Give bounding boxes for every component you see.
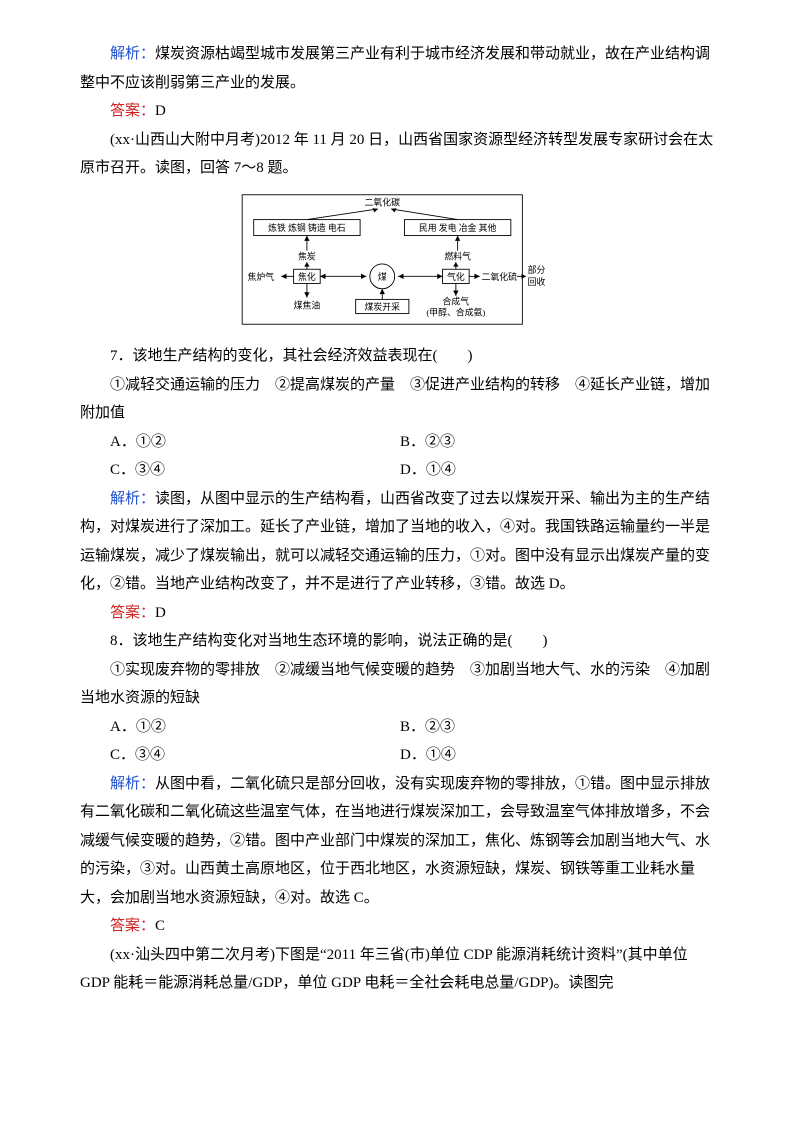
q8-stem: 8．该地生产结构变化对当地生态环境的影响，说法正确的是( ) [80, 627, 720, 656]
q7-opt-d: D．①④ [400, 456, 720, 485]
analysis-text: 从图中看，二氧化硫只是部分回收，没有实现废弃物的零排放，①错。图中显示排放有二氧… [80, 776, 710, 906]
diagram-row-center: 煤 [378, 270, 387, 281]
answer-1: 答案：D [80, 97, 720, 126]
analysis-1: 解析：煤炭资源枯竭型城市发展第三产业有利于城市经济发展和带动就业，故在产业结构调… [80, 40, 720, 97]
analysis-8: 解析：从图中看，二氧化硫只是部分回收，没有实现废弃物的零排放，①错。图中显示排放… [80, 770, 720, 913]
q7-items: ①减轻交通运输的压力 ②提高煤炭的产量 ③促进产业结构的转移 ④延长产业链，增加… [80, 371, 720, 428]
q8-opt-c: C．③④ [80, 741, 400, 770]
q8-opt-b: B．②③ [400, 713, 720, 742]
q7-opt-a: A．①② [80, 428, 400, 457]
q7-opts-row-2: C．③④ D．①④ [80, 456, 720, 485]
analysis-label: 解析： [110, 491, 155, 507]
answer-value: C [155, 918, 165, 934]
diagram-bot-center-box: 煤炭开采 [365, 301, 401, 312]
analysis-text: 煤炭资源枯竭型城市发展第三产业有利于城市经济发展和带动就业，故在产业结构调整中不… [80, 46, 710, 91]
q8-opts-row-2: C．③④ D．①④ [80, 741, 720, 770]
answer-value: D [155, 605, 166, 621]
q8-opts-row-1: A．①② B．②③ [80, 713, 720, 742]
analysis-text: 读图，从图中显示的生产结构看，山西省改变了过去以煤炭开采、输出为主的生产结构，对… [80, 491, 710, 593]
q7-stem: 7．该地生产结构的变化，其社会经济效益表现在( ) [80, 342, 720, 371]
q8-items: ①实现废弃物的零排放 ②减缓当地气候变暖的趋势 ③加剧当地大气、水的污染 ④加剧… [80, 656, 720, 713]
diagram-row-right-text: 二氧化硫 [482, 270, 518, 281]
diagram-container: 二氧化碳 炼铁 炼钢 铸造 电石 民用 发电 冶金 其他 焦炭 [80, 193, 720, 337]
analysis-7: 解析：读图，从图中显示的生产结构看，山西省改变了过去以煤炭开采、输出为主的生产结… [80, 485, 720, 599]
diagram-far-right-2: 回收 [528, 276, 546, 287]
document-page: 解析：煤炭资源枯竭型城市发展第三产业有利于城市经济发展和带动就业，故在产业结构调… [0, 0, 800, 1132]
coal-process-diagram: 二氧化碳 炼铁 炼钢 铸造 电石 民用 发电 冶金 其他 焦炭 [240, 193, 560, 326]
diagram-mid-left: 焦炭 [298, 250, 316, 261]
analysis-label: 解析： [110, 46, 155, 62]
q7-opt-b: B．②③ [400, 428, 720, 457]
answer-label: 答案： [110, 605, 155, 621]
diagram-box-left-top: 炼铁 炼钢 铸造 电石 [268, 222, 346, 233]
analysis-label: 解析： [110, 776, 155, 792]
q7-opts-row-1: A．①② B．②③ [80, 428, 720, 457]
diagram-top-label: 二氧化碳 [365, 196, 401, 207]
diagram-row-left-label: 焦炉气 [247, 270, 274, 281]
q8-opt-a: A．①② [80, 713, 400, 742]
diagram-bot-left: 煤焦油 [294, 299, 321, 310]
answer-label: 答案： [110, 103, 155, 119]
answer-7: 答案：D [80, 599, 720, 628]
diagram-far-right-1: 部分 [528, 263, 546, 274]
intro-9: (xx·汕头四中第二次月考)下图是“2011 年三省(市)单位 CDP 能源消耗… [80, 941, 720, 998]
diagram-bot-mid-right-2: (甲醇、合成氨) [426, 306, 485, 317]
q7-opt-c: C．③④ [80, 456, 400, 485]
diagram-mid-right: 燃料气 [444, 250, 471, 261]
q8-opt-d: D．①④ [400, 741, 720, 770]
answer-8: 答案：C [80, 912, 720, 941]
diagram-bot-mid-right-1: 合成气 [443, 295, 470, 306]
answer-label: 答案： [110, 918, 155, 934]
diagram-row-right-box: 气化 [447, 270, 465, 281]
intro-7-8: (xx·山西山大附中月考)2012 年 11 月 20 日，山西省国家资源型经济… [80, 126, 720, 183]
diagram-row-left-box: 焦化 [298, 270, 316, 281]
diagram-box-right-top: 民用 发电 冶金 其他 [419, 222, 497, 233]
answer-value: D [155, 103, 166, 119]
